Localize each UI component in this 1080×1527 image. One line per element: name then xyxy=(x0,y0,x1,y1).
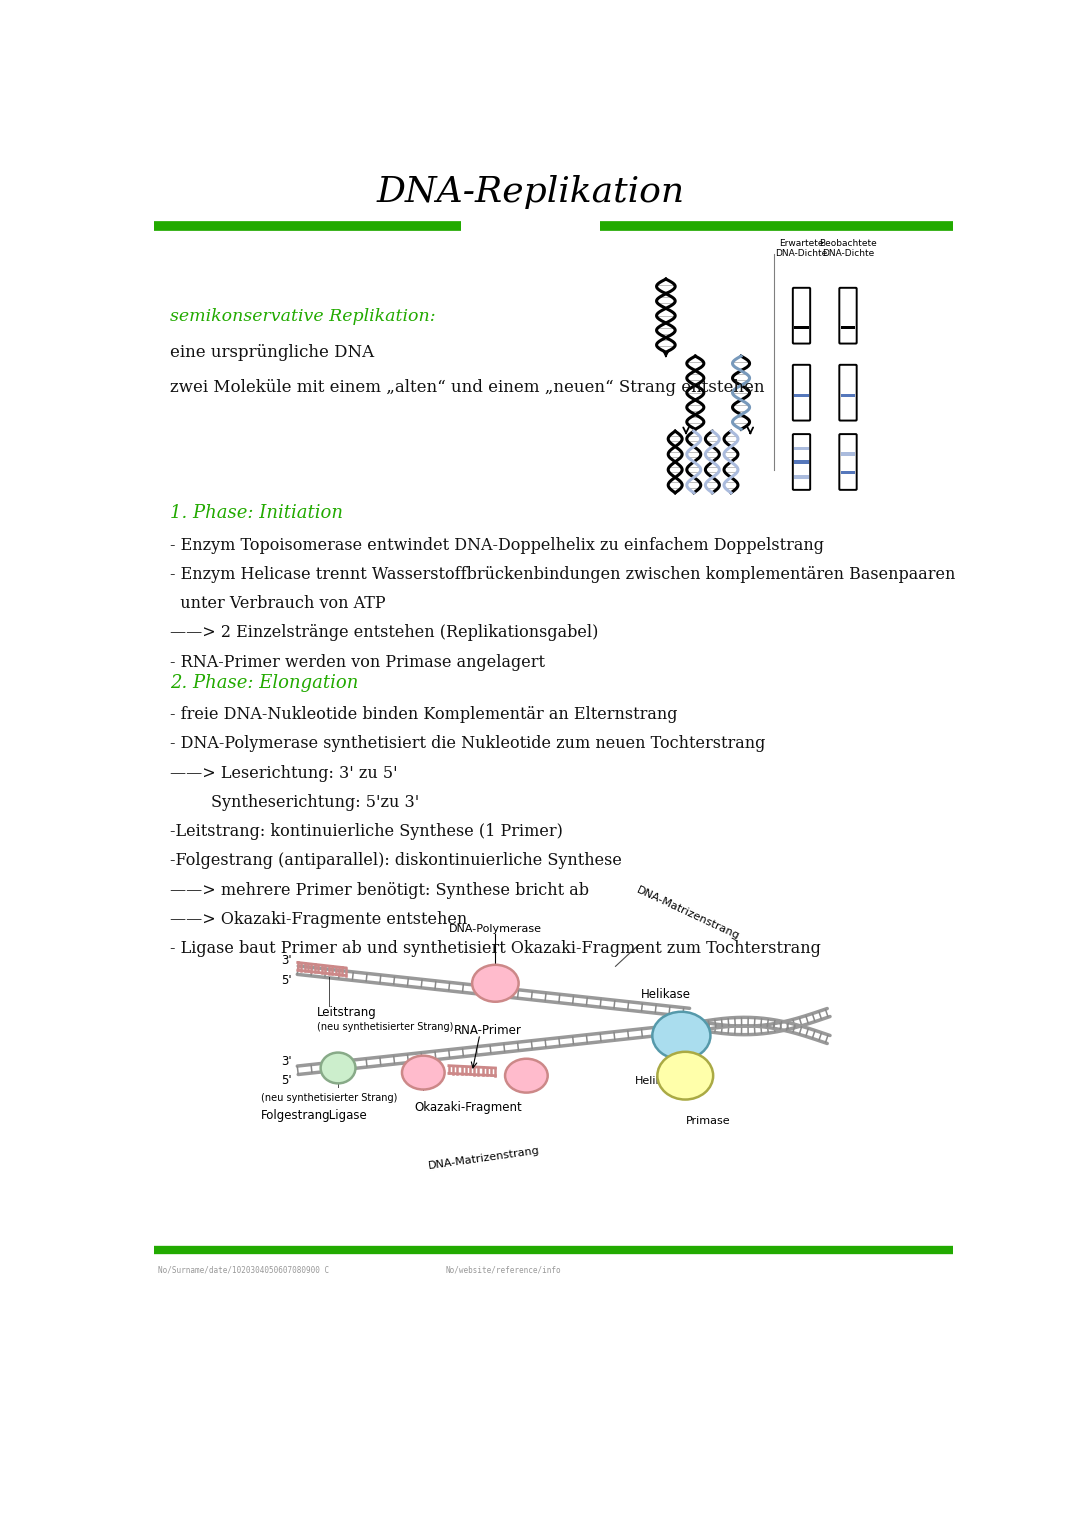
FancyBboxPatch shape xyxy=(793,434,810,490)
Ellipse shape xyxy=(652,1012,711,1060)
Text: zwei Moleküle mit einem „alten“ und einem „neuen“ Strang entstehen: zwei Moleküle mit einem „alten“ und eine… xyxy=(170,379,765,395)
Text: No/website/reference/info: No/website/reference/info xyxy=(445,1264,561,1274)
Text: - Enzym Helicase trennt Wasserstoffbrückenbindungen zwischen komplementären Base: - Enzym Helicase trennt Wasserstoffbrück… xyxy=(170,567,955,583)
Text: DNA-Matrizenstrang: DNA-Matrizenstrang xyxy=(635,886,741,942)
Text: 5': 5' xyxy=(281,1073,292,1087)
Bar xyxy=(840,325,855,330)
Text: Ligase: Ligase xyxy=(325,1109,366,1122)
Text: -Folgestrang (antiparallel): diskontinuierliche Synthese: -Folgestrang (antiparallel): diskontinui… xyxy=(170,852,622,869)
Ellipse shape xyxy=(472,965,518,1002)
Text: DNA-Matrizenstrang: DNA-Matrizenstrang xyxy=(428,1145,540,1171)
Text: Okazaki-Fragment: Okazaki-Fragment xyxy=(414,1101,522,1115)
Text: Primase: Primase xyxy=(686,1116,731,1125)
Bar xyxy=(840,452,855,455)
Text: 5': 5' xyxy=(281,974,292,986)
Bar xyxy=(840,470,855,475)
FancyBboxPatch shape xyxy=(793,287,810,344)
Text: 3': 3' xyxy=(281,1055,292,1069)
Text: No/Surname/date/1020304050607080900 C: No/Surname/date/1020304050607080900 C xyxy=(159,1264,329,1274)
Text: ——> Okazaki-Fragmente entstehen: ——> Okazaki-Fragmente entstehen xyxy=(170,912,468,928)
Text: 2. Phase: Elongation: 2. Phase: Elongation xyxy=(170,673,359,692)
Ellipse shape xyxy=(321,1052,355,1083)
Bar xyxy=(794,475,809,479)
Bar xyxy=(794,325,809,330)
Text: unter Verbrauch von ATP: unter Verbrauch von ATP xyxy=(170,596,386,612)
Text: 1. Phase: Initiation: 1. Phase: Initiation xyxy=(170,504,342,522)
Text: (neu synthetisierter Strang): (neu synthetisierter Strang) xyxy=(318,1022,454,1032)
Text: RNA-Primer: RNA-Primer xyxy=(454,1025,522,1037)
FancyBboxPatch shape xyxy=(839,434,856,490)
Text: ——> 2 Einzelstränge entstehen (Replikationsgabel): ——> 2 Einzelstränge entstehen (Replikati… xyxy=(170,625,598,641)
Text: Folgestrang: Folgestrang xyxy=(260,1109,330,1122)
Text: - Enzym Topoisomerase entwindet DNA-Doppelhelix zu einfachem Doppelstrang: - Enzym Topoisomerase entwindet DNA-Dopp… xyxy=(170,536,824,554)
Text: ——> mehrere Primer benötigt: Synthese bricht ab: ——> mehrere Primer benötigt: Synthese br… xyxy=(170,881,589,898)
Text: Syntheserichtung: 5'zu 3': Syntheserichtung: 5'zu 3' xyxy=(170,794,419,811)
FancyBboxPatch shape xyxy=(839,365,856,420)
Bar xyxy=(794,460,809,464)
Text: ——> Leserichtung: 3' zu 5': ——> Leserichtung: 3' zu 5' xyxy=(170,765,397,782)
Bar xyxy=(840,394,855,397)
Text: Helikase: Helikase xyxy=(635,1075,681,1086)
Text: - freie DNA-Nukleotide binden Komplementär an Elternstrang: - freie DNA-Nukleotide binden Komplement… xyxy=(170,705,677,724)
Text: Leitstrang: Leitstrang xyxy=(318,1006,377,1020)
Text: -Leitstrang: kontinuierliche Synthese (1 Primer): -Leitstrang: kontinuierliche Synthese (1… xyxy=(170,823,563,840)
Text: DNA-Replikation: DNA-Replikation xyxy=(376,174,685,209)
Text: - RNA-Primer werden von Primase angelagert: - RNA-Primer werden von Primase angelage… xyxy=(170,654,545,670)
Text: 3': 3' xyxy=(281,954,292,967)
Bar xyxy=(794,447,809,450)
Bar xyxy=(794,394,809,397)
Text: semikonservative Replikation:: semikonservative Replikation: xyxy=(170,308,435,325)
Text: DNA-Polymerase: DNA-Polymerase xyxy=(449,924,542,935)
Text: - DNA-Polymerase synthetisiert die Nukleotide zum neuen Tochterstrang: - DNA-Polymerase synthetisiert die Nukle… xyxy=(170,736,766,753)
Ellipse shape xyxy=(658,1052,713,1099)
Ellipse shape xyxy=(402,1055,445,1090)
Ellipse shape xyxy=(505,1058,548,1093)
Text: - Ligase baut Primer ab und synthetisiert Okazaki-Fragment zum Tochterstrang: - Ligase baut Primer ab und synthetisier… xyxy=(170,941,821,957)
Text: Beobachtete
DNA-Dichte: Beobachtete DNA-Dichte xyxy=(819,238,877,258)
FancyBboxPatch shape xyxy=(793,365,810,420)
Text: Erwartete
DNA-Dichte: Erwartete DNA-Dichte xyxy=(775,238,827,258)
FancyBboxPatch shape xyxy=(839,287,856,344)
Text: Helikase: Helikase xyxy=(640,988,691,1002)
Text: (neu synthetisierter Strang): (neu synthetisierter Strang) xyxy=(260,1093,397,1104)
Text: eine ursprüngliche DNA: eine ursprüngliche DNA xyxy=(170,344,374,362)
